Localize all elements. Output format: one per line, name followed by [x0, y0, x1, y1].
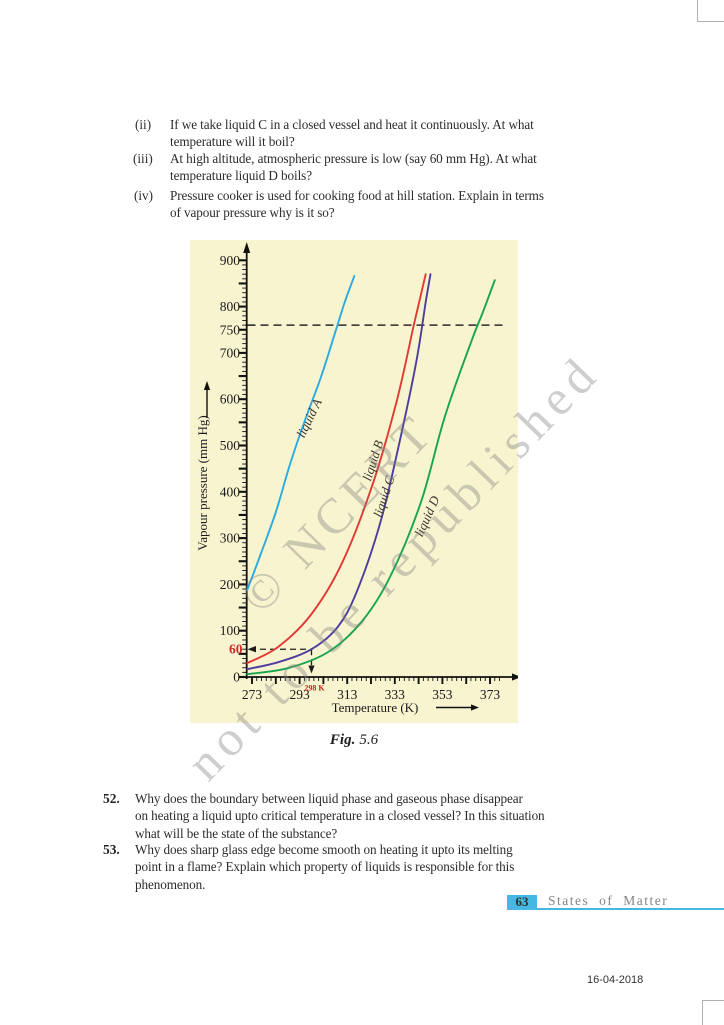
question-ii-label: (ii) — [135, 117, 152, 132]
svg-text:900: 900 — [220, 253, 241, 268]
svg-text:500: 500 — [220, 438, 241, 453]
svg-text:273: 273 — [242, 687, 263, 702]
footer-rule — [507, 908, 724, 911]
svg-text:Vapour pressure (mm Hg): Vapour pressure (mm Hg) — [195, 415, 210, 550]
date-stamp: 16-04-2018 — [587, 974, 644, 986]
svg-text:373: 373 — [480, 687, 501, 702]
svg-text:60: 60 — [229, 642, 243, 657]
svg-text:400: 400 — [220, 484, 241, 499]
question-52-number: 52. — [103, 791, 120, 806]
svg-text:0: 0 — [233, 670, 240, 685]
svg-text:100: 100 — [220, 623, 241, 638]
crop-mark-top-right — [697, 0, 724, 22]
svg-text:Temperature (K): Temperature (K) — [332, 700, 419, 715]
svg-text:300: 300 — [220, 531, 241, 546]
figure-caption: Fig. 5.6 — [190, 732, 518, 749]
question-iii-label: (iii) — [133, 151, 153, 166]
svg-text:750: 750 — [220, 322, 241, 337]
figure-caption-number: 5.6 — [359, 732, 379, 748]
svg-text:700: 700 — [220, 345, 241, 360]
svg-text:298 K: 298 K — [304, 684, 325, 693]
question-iv-label: (iv) — [134, 188, 154, 203]
svg-text:800: 800 — [220, 299, 241, 314]
svg-text:293: 293 — [289, 687, 310, 702]
page-number-badge: 63 — [507, 895, 537, 909]
question-ii-text: If we take liquid C in a closed vessel a… — [170, 117, 534, 150]
crop-mark-bottom-right — [702, 1000, 724, 1025]
figure-caption-prefix: Fig. — [329, 732, 356, 748]
chapter-title: States of Matter — [548, 893, 669, 908]
question-53-text: Why does sharp glass edge become smooth … — [135, 842, 515, 892]
vapour-pressure-chart: 0 100 200 300 400 500 600 700 750 800 900 273 293 313… — [190, 240, 521, 723]
question-53-number: 53. — [103, 842, 120, 857]
svg-text:313: 313 — [337, 687, 358, 702]
svg-text:600: 600 — [220, 392, 241, 407]
svg-text:liquid A: liquid A — [293, 396, 325, 440]
question-iii-text: At high altitude, atmospheric pressure i… — [170, 151, 537, 184]
question-52-text: Why does the boundary between liquid pha… — [135, 791, 545, 841]
svg-text:333: 333 — [385, 687, 406, 702]
question-iv-text: Pressure cooker is used for cooking food… — [170, 188, 544, 221]
svg-text:200: 200 — [220, 577, 241, 592]
svg-text:353: 353 — [432, 687, 453, 702]
